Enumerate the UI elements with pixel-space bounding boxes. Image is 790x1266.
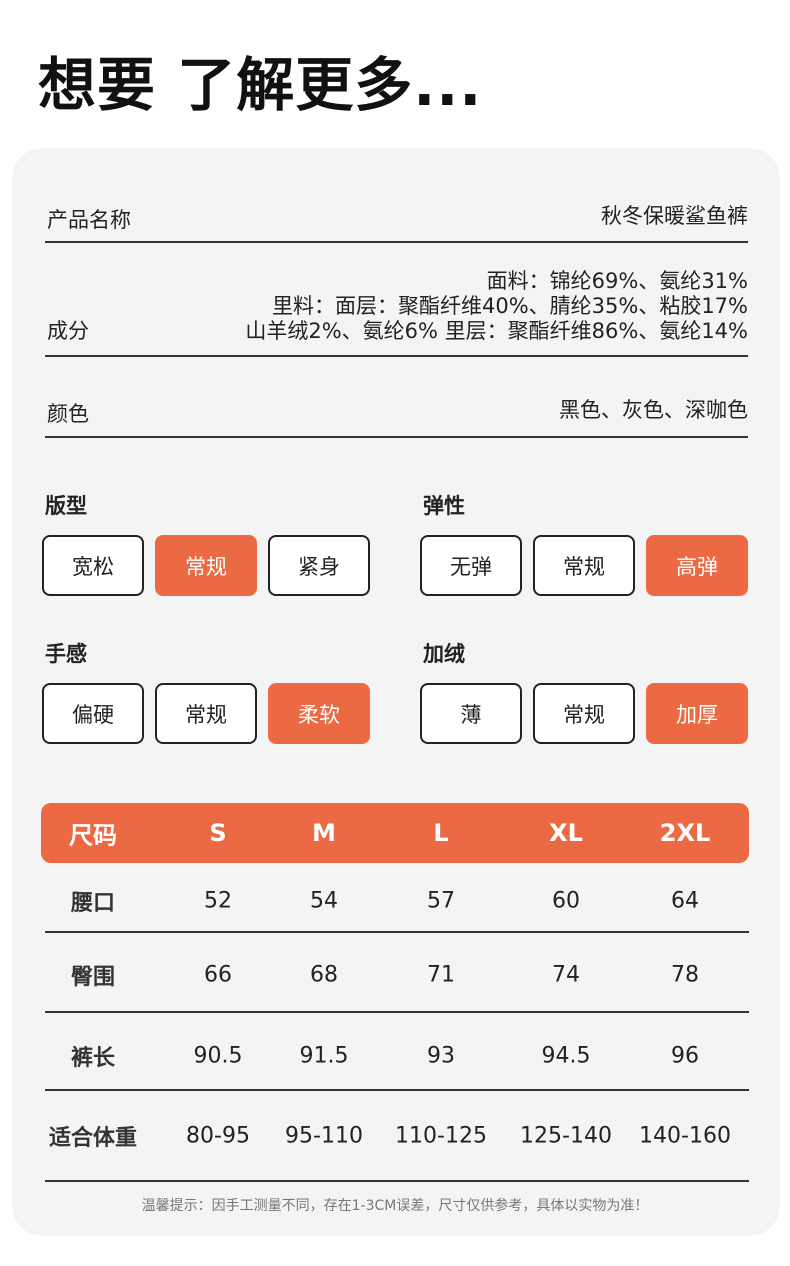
size-cell: 125-140 <box>520 1123 612 1149</box>
size-cell: 94.5 <box>541 1043 591 1069</box>
size-cell: 93 <box>427 1043 455 1069</box>
row-header: 适合体重 <box>48 1126 138 1151</box>
size-header-cell: 尺码 <box>69 821 117 850</box>
color-label: 颜色 <box>47 402 89 426</box>
attribute-option: 常规 <box>533 535 635 596</box>
attribute-option: 紧身 <box>268 535 370 596</box>
attribute-option: 宽松 <box>42 535 144 596</box>
attribute-option: 常规 <box>155 683 257 744</box>
attribute-option: 高弹 <box>646 535 748 596</box>
row-divider <box>45 931 749 933</box>
row-header: 臀围 <box>70 965 116 990</box>
row-header: 腰口 <box>70 891 116 916</box>
composition-value: 面料：锦纶69%、氨纶31% 里料：面层：聚酯纤维40%、腈纶35%、粘胶17%… <box>245 269 748 344</box>
attribute-option: 柔软 <box>268 683 370 744</box>
attribute-option: 常规 <box>155 535 257 596</box>
composition-line: 山羊绒2%、氨纶6% 里层：聚酯纤维86%、氨纶14% <box>245 319 748 343</box>
size-header-cell: S <box>209 819 227 847</box>
size-cell: 110-125 <box>395 1123 487 1149</box>
size-cell: 80-95 <box>186 1123 250 1149</box>
size-cell: 68 <box>310 962 338 988</box>
name-label: 产品名称 <box>47 208 131 232</box>
composition-line: 面料：锦纶69%、氨纶31% <box>486 269 748 293</box>
attribute-option: 加厚 <box>646 683 748 744</box>
size-cell: 60 <box>552 888 580 914</box>
row-divider <box>45 1180 749 1182</box>
color-value: 黑色、灰色、深咖色 <box>559 398 748 422</box>
attribute-label: 加绒 <box>423 642 465 666</box>
attribute-label: 版型 <box>45 494 87 518</box>
row-divider <box>45 1011 749 1013</box>
size-header-cell: M <box>312 819 336 847</box>
size-cell: 52 <box>204 888 232 914</box>
divider <box>45 241 748 243</box>
size-cell: 54 <box>310 888 338 914</box>
size-table-header <box>41 803 749 863</box>
row-header: 裤长 <box>70 1046 116 1071</box>
size-cell: 74 <box>552 962 580 988</box>
measurement-note: 温馨提示：因手工测量不同，存在1-3CM误差，尺寸仅供参考，具体以实物为准！ <box>141 1198 649 1214</box>
divider <box>45 355 748 357</box>
composition-line: 里料：面层：聚酯纤维40%、腈纶35%、粘胶17% <box>271 294 748 318</box>
size-header-cell: XL <box>549 819 583 847</box>
attribute-option: 偏硬 <box>42 683 144 744</box>
size-cell: 71 <box>427 962 455 988</box>
size-cell: 64 <box>671 888 699 914</box>
size-cell: 95-110 <box>285 1123 363 1149</box>
attribute-option: 薄 <box>420 683 522 744</box>
size-header-cell: 2XL <box>659 819 711 847</box>
page-title: 想要 了解更多... <box>38 51 483 119</box>
size-cell: 90.5 <box>193 1043 243 1069</box>
name-value: 秋冬保暖鲨鱼裤 <box>601 204 748 228</box>
size-cell: 57 <box>427 888 455 914</box>
attribute-option: 无弹 <box>420 535 522 596</box>
composition-label: 成分 <box>47 319 89 343</box>
size-cell: 91.5 <box>299 1043 349 1069</box>
size-cell: 66 <box>204 962 232 988</box>
attribute-label: 弹性 <box>423 494 465 518</box>
attribute-option: 常规 <box>533 683 635 744</box>
size-cell: 140-160 <box>639 1123 731 1149</box>
attribute-label: 手感 <box>45 642 87 666</box>
size-cell: 96 <box>671 1043 699 1069</box>
divider <box>45 436 748 438</box>
size-header-cell: L <box>433 819 449 847</box>
size-cell: 78 <box>671 962 699 988</box>
row-divider <box>45 1089 749 1091</box>
